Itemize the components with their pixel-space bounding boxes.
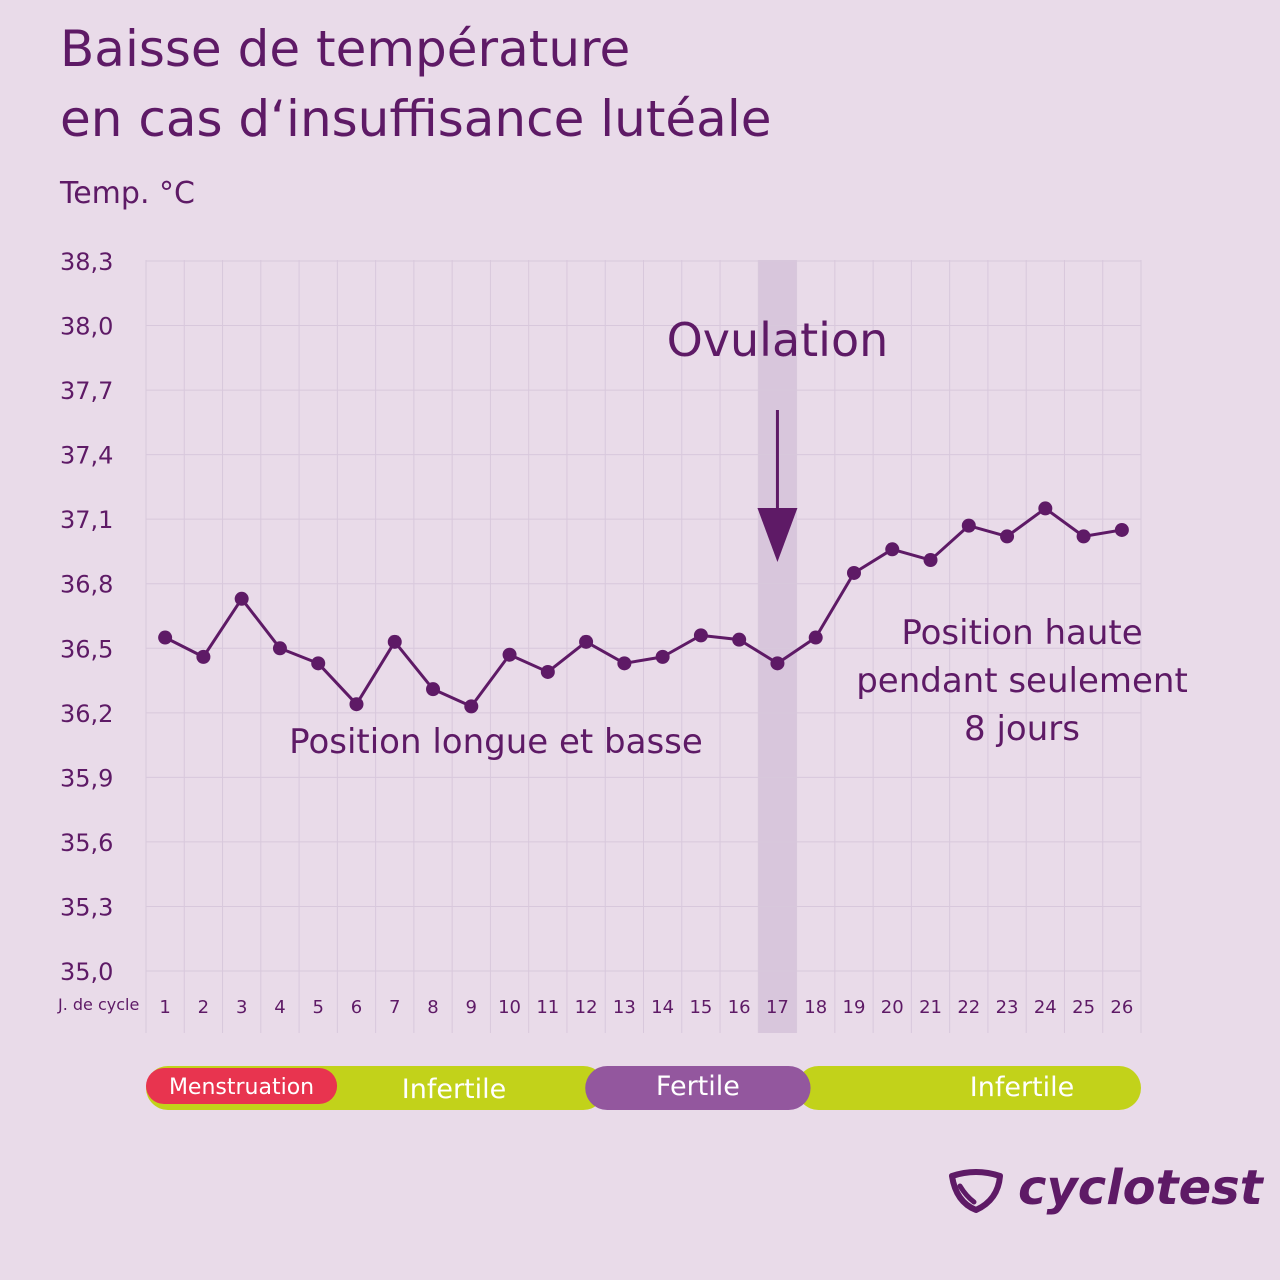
data-point	[732, 632, 747, 647]
x-tick-label: 3	[236, 997, 247, 1018]
y-tick-label: 37,1	[60, 506, 113, 534]
x-tick-label: 10	[498, 997, 521, 1018]
ovulation-highlight-column	[758, 260, 797, 1033]
data-point	[1038, 501, 1053, 516]
x-tick-label: 9	[466, 997, 477, 1018]
x-tick-label: 15	[689, 997, 712, 1018]
phase-label-menstruation: Menstruation	[169, 1075, 314, 1100]
phase-label-fertile: Fertile	[656, 1071, 740, 1102]
data-point	[617, 656, 632, 671]
phase-label-infertile: Infertile	[970, 1072, 1075, 1103]
title-line-1: Baisse de température	[60, 20, 631, 78]
data-point	[311, 656, 326, 671]
x-tick-label: 6	[351, 997, 362, 1018]
phase-label-infertile: Infertile	[402, 1074, 507, 1105]
x-tick-label: 1	[159, 997, 170, 1018]
x-tick-label: 12	[575, 997, 598, 1018]
y-tick-label: 37,4	[60, 442, 113, 470]
y-tick-label: 35,3	[60, 893, 113, 921]
data-point	[158, 630, 173, 645]
grid	[145, 260, 1142, 1033]
high-phase-label: pendant seulement	[856, 661, 1188, 701]
x-tick-label: 21	[919, 997, 942, 1018]
high-phase-label: 8 jours	[964, 709, 1080, 749]
x-axis-label: J. de cycle	[57, 995, 139, 1014]
data-point	[540, 664, 555, 679]
x-tick-label: 18	[804, 997, 827, 1018]
brand-name: cyclotest	[1018, 1160, 1263, 1216]
data-point	[234, 591, 249, 606]
data-point	[885, 542, 900, 557]
high-phase-label: Position haute	[901, 613, 1142, 653]
data-point	[387, 634, 402, 649]
y-tick-label: 35,6	[60, 829, 113, 857]
x-tick-label: 7	[389, 997, 400, 1018]
phase-segment-infertile	[796, 1066, 1141, 1110]
data-point	[1000, 529, 1015, 544]
x-tick-label: 25	[1072, 997, 1095, 1018]
x-tick-label: 24	[1034, 997, 1057, 1018]
data-point	[846, 565, 861, 580]
x-tick-label: 16	[728, 997, 751, 1018]
x-tick-label: 14	[651, 997, 674, 1018]
x-tick-label: 26	[1110, 997, 1133, 1018]
x-tick-label: 22	[957, 997, 980, 1018]
data-point	[464, 699, 479, 714]
data-point	[770, 656, 785, 671]
data-point	[808, 630, 823, 645]
data-point	[349, 697, 364, 712]
cyclotest-logo-icon	[949, 1169, 1003, 1213]
y-axis-label: Temp. °C	[60, 176, 195, 211]
y-tick-label: 38,3	[60, 248, 113, 276]
x-tick-label: 13	[613, 997, 636, 1018]
phase-segment-fertile	[585, 1066, 811, 1110]
y-tick-label: 37,7	[60, 377, 113, 405]
data-point	[961, 518, 976, 533]
data-point	[426, 682, 441, 697]
data-point	[272, 641, 287, 656]
y-tick-label: 38,0	[60, 313, 113, 341]
data-point	[579, 634, 594, 649]
data-point	[693, 628, 708, 643]
data-point	[1114, 522, 1129, 537]
data-point	[502, 647, 517, 662]
chart-title: Baisse de température en cas d‘insuffisa…	[60, 14, 771, 154]
x-tick-label: 19	[843, 997, 866, 1018]
series-line	[164, 506, 1123, 708]
ovulation-arrow-head	[757, 508, 798, 562]
x-tick-label: 8	[427, 997, 438, 1018]
x-tick-label: 5	[312, 997, 323, 1018]
x-tick-label: 17	[766, 997, 789, 1018]
title-line-2: en cas d‘insuffisance lutéale	[60, 90, 772, 148]
data-point	[196, 649, 211, 664]
cyclotest-logo: cyclotest	[946, 1158, 1263, 1228]
y-tick-label: 36,5	[60, 635, 113, 663]
x-tick-label: 4	[274, 997, 285, 1018]
data-point	[923, 553, 938, 568]
x-tick-label: 20	[881, 997, 904, 1018]
data-point	[655, 649, 670, 664]
phase-segment-menstruation	[146, 1068, 338, 1104]
y-tick-label: 35,0	[60, 958, 113, 986]
y-tick-label: 36,8	[60, 571, 113, 599]
data-point	[1076, 529, 1091, 544]
y-tick-label: 35,9	[60, 764, 113, 792]
x-tick-label: 2	[198, 997, 209, 1018]
x-tick-label: 11	[536, 997, 559, 1018]
low-phase-label: Position longue et basse	[289, 722, 703, 762]
ovulation-label: Ovulation	[667, 313, 889, 367]
y-tick-label: 36,2	[60, 700, 113, 728]
x-tick-label: 23	[996, 997, 1019, 1018]
phase-bar: Menstruation Infertile Fertile Infertile	[146, 1066, 1141, 1110]
